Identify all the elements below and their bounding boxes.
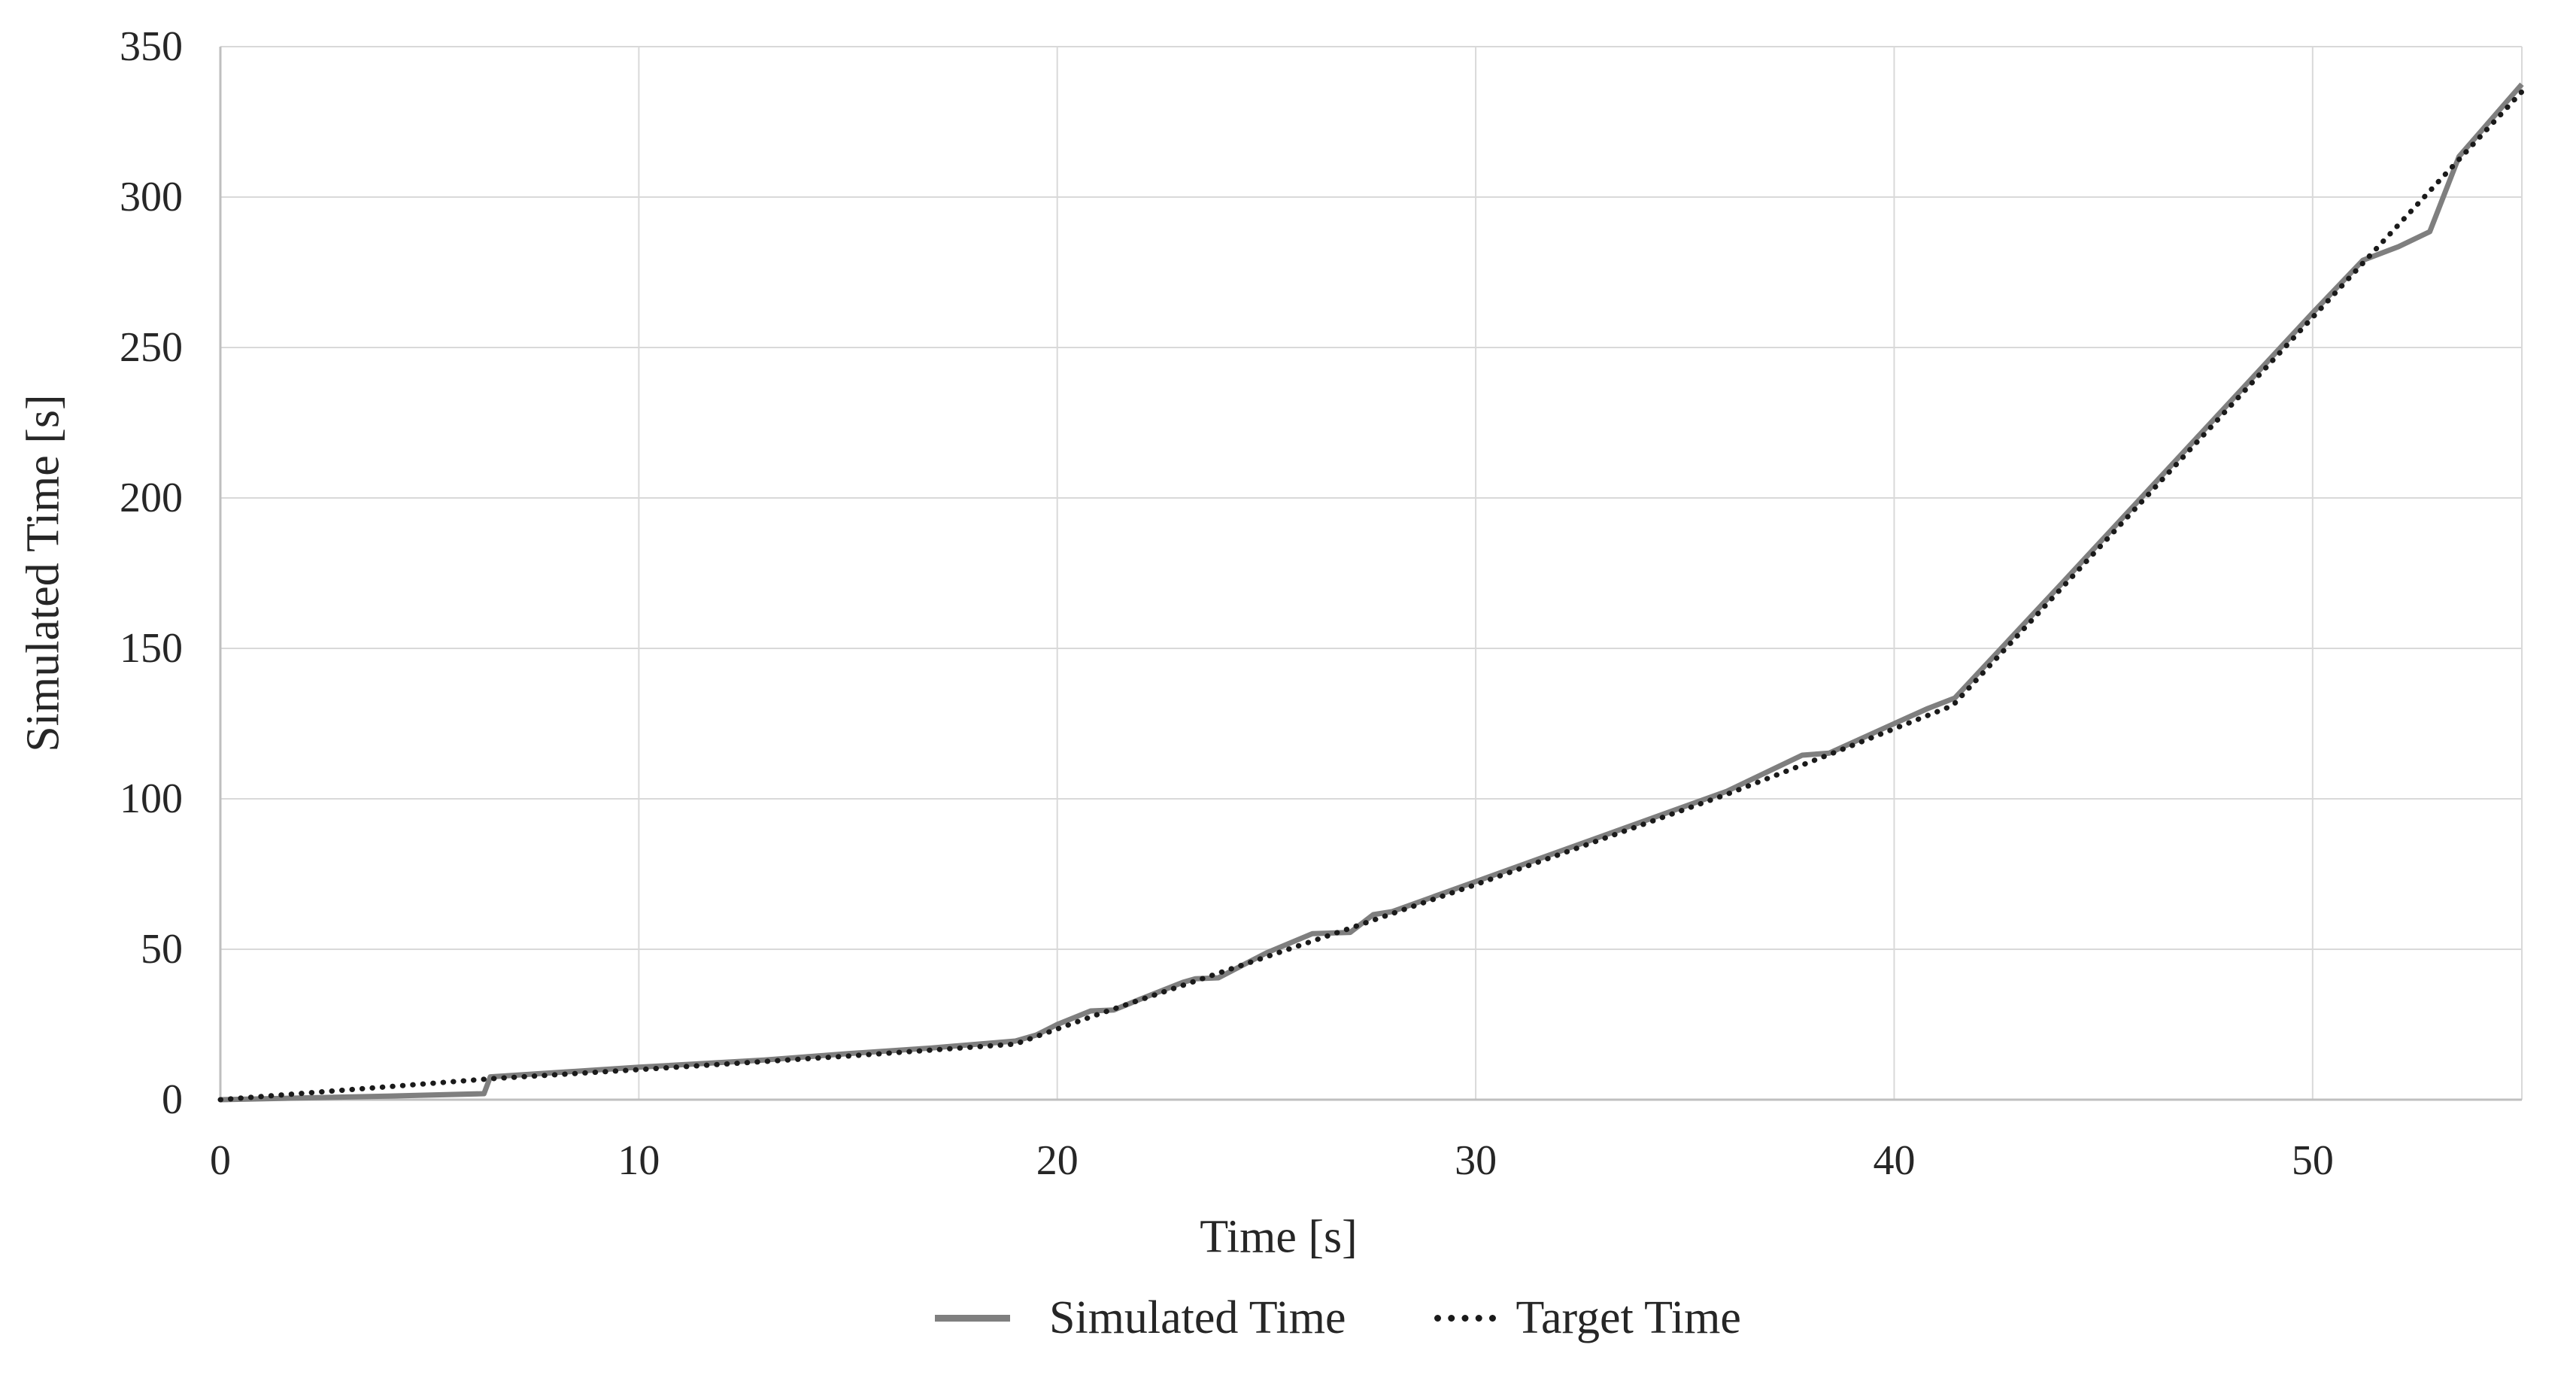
legend: Simulated Time Target Time bbox=[935, 1291, 1741, 1345]
x-tick-label: 0 bbox=[210, 1137, 231, 1184]
simulated-line-swatch-icon bbox=[935, 1314, 1010, 1322]
y-axis-title: Simulated Time [s] bbox=[17, 394, 69, 752]
series-line-simulated-time bbox=[220, 82, 2524, 1103]
legend-label-simulated-time: Simulated Time bbox=[1049, 1291, 1346, 1343]
x-tick-label: 50 bbox=[2291, 1137, 2334, 1184]
y-tick-label: 100 bbox=[120, 776, 183, 822]
y-tick-label: 200 bbox=[120, 475, 183, 521]
x-tick-label: 30 bbox=[1455, 1137, 1497, 1184]
y-tick-label: 50 bbox=[141, 926, 183, 973]
legend-label-target-time: Target Time bbox=[1516, 1291, 1741, 1343]
y-tick-label: 0 bbox=[162, 1076, 183, 1123]
x-tick-label: 20 bbox=[1036, 1137, 1079, 1184]
y-tick-label: 350 bbox=[120, 23, 183, 70]
series-line-target-time bbox=[217, 89, 2525, 1103]
y-tick-label: 300 bbox=[120, 174, 183, 220]
x-axis-title: Time [s] bbox=[1200, 1211, 1358, 1263]
y-tick-label: 150 bbox=[120, 625, 183, 672]
y-tick-label: 250 bbox=[120, 324, 183, 371]
target-line-swatch-icon bbox=[1434, 1314, 1497, 1322]
x-tick-label: 40 bbox=[1873, 1137, 1916, 1184]
x-tick-label: 10 bbox=[617, 1137, 660, 1184]
